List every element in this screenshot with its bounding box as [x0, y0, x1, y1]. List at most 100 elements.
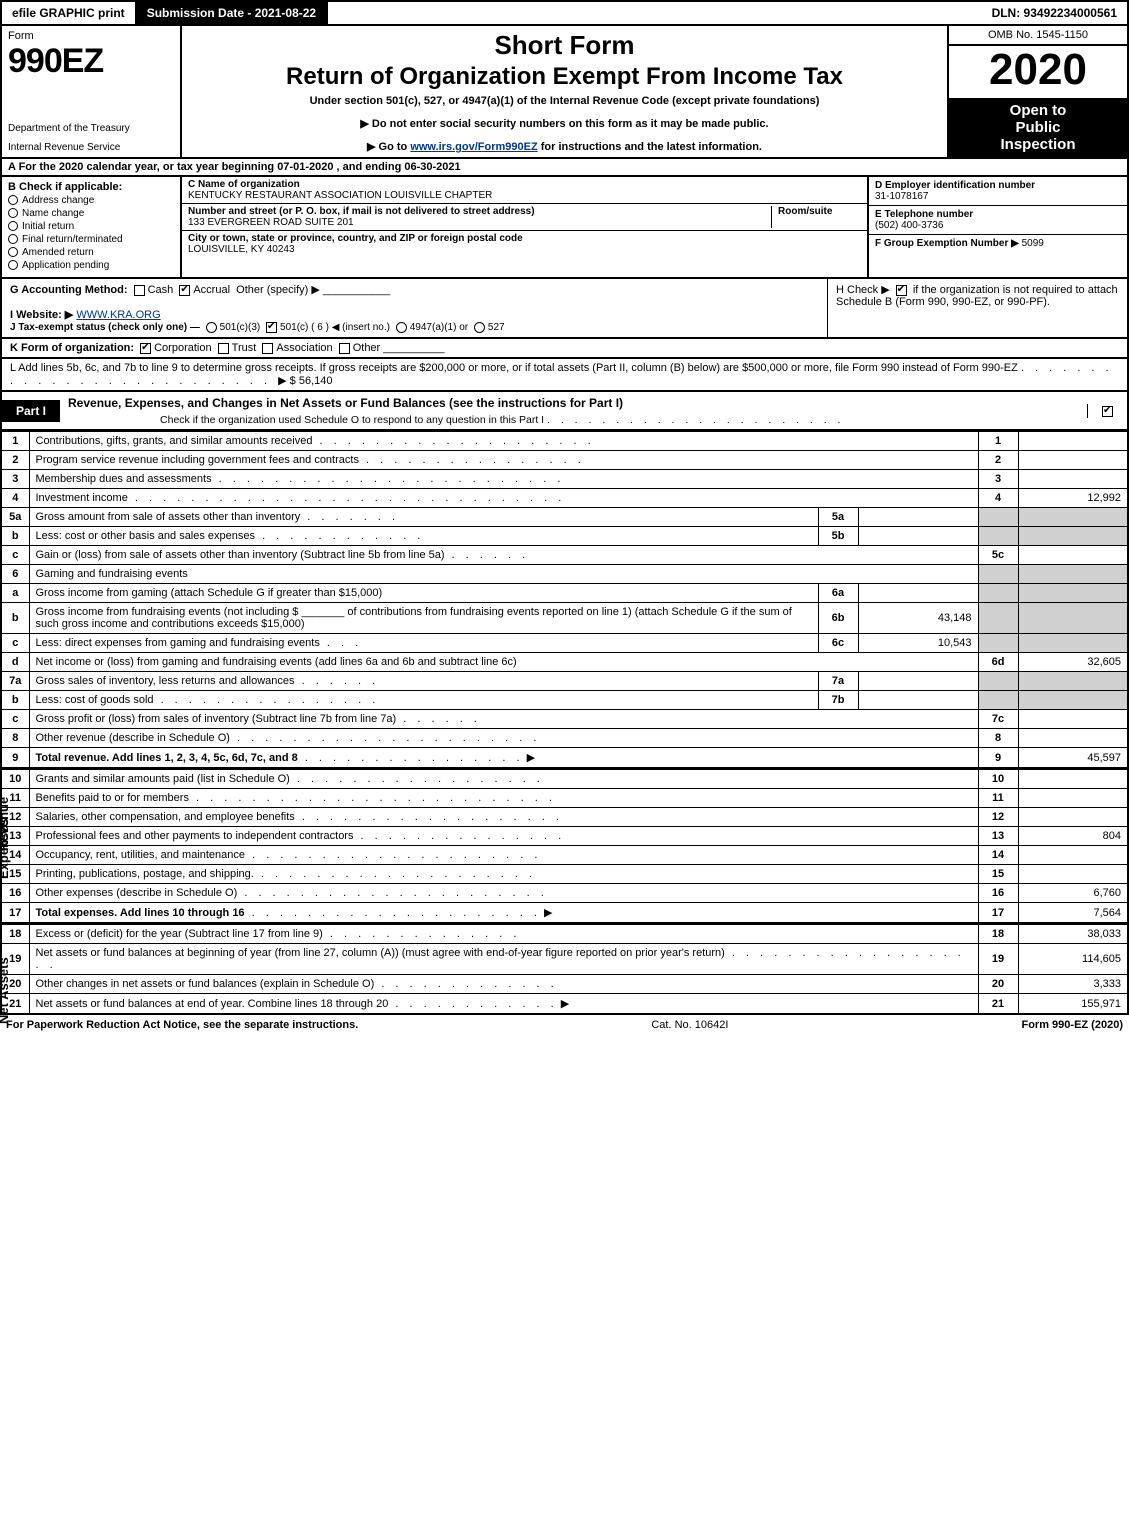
chk-527[interactable] [474, 322, 485, 333]
k-trust: Trust [232, 342, 257, 354]
table-row: 8Other revenue (describe in Schedule O) … [1, 729, 1128, 748]
j-opt1: 501(c) ( 6 ) ◀ (insert no.) [280, 322, 390, 333]
d-value: 31-1078167 [875, 191, 928, 202]
subtitle: Under section 501(c), 527, or 4947(a)(1)… [190, 95, 939, 107]
row-k: K Form of organization: Corporation Trus… [0, 339, 1129, 359]
website-link[interactable]: WWW.KRA.ORG [76, 309, 160, 321]
chk-corporation[interactable] [140, 343, 151, 354]
irs-link[interactable]: www.irs.gov/Form990EZ [410, 141, 537, 153]
dept-irs: Internal Revenue Service [8, 142, 174, 153]
open-line2: Public [949, 119, 1127, 136]
table-row: cGross profit or (loss) from sales of in… [1, 710, 1128, 729]
circle-icon [8, 247, 18, 257]
table-row: 13Professional fees and other payments t… [1, 827, 1128, 846]
expenses-section: Expenses 10Grants and similar amounts pa… [0, 769, 1129, 924]
chk-other[interactable] [339, 343, 350, 354]
block-bcdef: B Check if applicable: Address change Na… [0, 177, 1129, 279]
table-row: 10Grants and similar amounts paid (list … [1, 770, 1128, 789]
table-row: 9Total revenue. Add lines 1, 2, 3, 4, 5c… [1, 748, 1128, 769]
g-label: G Accounting Method: [10, 284, 128, 296]
dln-label: DLN: 93492234000561 [982, 2, 1127, 24]
table-row: 7aGross sales of inventory, less returns… [1, 672, 1128, 691]
chk-association[interactable] [262, 343, 273, 354]
chk-4947[interactable] [396, 322, 407, 333]
c-name-label: C Name of organization [188, 179, 300, 190]
k-other: Other [353, 342, 381, 354]
table-row: bLess: cost or other basis and sales exp… [1, 527, 1128, 546]
c-room-label: Room/suite [778, 206, 832, 217]
open-to-public-badge: Open to Public Inspection [949, 98, 1127, 157]
table-row: 21Net assets or fund balances at end of … [1, 994, 1128, 1015]
table-row: 12Salaries, other compensation, and empl… [1, 808, 1128, 827]
c-name-value: KENTUCKY RESTAURANT ASSOCIATION LOUISVIL… [188, 190, 492, 201]
f-value: 5099 [1022, 238, 1044, 249]
chk-name-change[interactable]: Name change [8, 208, 174, 219]
table-row: 20Other changes in net assets or fund ba… [1, 975, 1128, 994]
i-label: I Website: ▶ [10, 309, 73, 321]
k-label: K Form of organization: [10, 342, 134, 354]
table-row: cGain or (loss) from sale of assets othe… [1, 546, 1128, 565]
k-assoc: Association [276, 342, 332, 354]
chk-501c[interactable] [266, 322, 277, 333]
chk-h[interactable] [896, 285, 907, 296]
form-label: Form [8, 30, 174, 42]
l-value: 56,140 [299, 375, 333, 387]
chk-part1-scho[interactable] [1102, 406, 1113, 417]
efile-print-button[interactable]: efile GRAPHIC print [2, 2, 137, 24]
circle-icon [8, 260, 18, 270]
footer-left: For Paperwork Reduction Act Notice, see … [6, 1019, 358, 1031]
page-footer: For Paperwork Reduction Act Notice, see … [0, 1015, 1129, 1035]
table-row: 14Occupancy, rent, utilities, and mainte… [1, 846, 1128, 865]
header-mid: Short Form Return of Organization Exempt… [182, 26, 947, 157]
l-text: L Add lines 5b, 6c, and 7b to line 9 to … [10, 362, 1018, 374]
circle-icon [8, 221, 18, 231]
j-opt0: 501(c)(3) [220, 322, 261, 333]
chk-address-change[interactable]: Address change [8, 195, 174, 206]
chk-501c3[interactable] [206, 322, 217, 333]
spacer [328, 2, 981, 24]
table-row: 1Contributions, gifts, grants, and simil… [1, 432, 1128, 451]
chk-amended-return[interactable]: Amended return [8, 247, 174, 258]
revenue-table: 1Contributions, gifts, grants, and simil… [0, 431, 1129, 769]
warn-ssn: ▶ Do not enter social security numbers o… [190, 117, 939, 130]
k-corp: Corporation [154, 342, 211, 354]
j-label: J Tax-exempt status (check only one) — [10, 322, 200, 333]
table-row: cLess: direct expenses from gaming and f… [1, 634, 1128, 653]
chk-application-pending[interactable]: Application pending [8, 260, 174, 271]
open-line1: Open to [949, 102, 1127, 119]
section-c: C Name of organization KENTUCKY RESTAURA… [182, 177, 867, 277]
section-b-header: B Check if applicable: [8, 181, 174, 193]
e-value: (502) 400-3736 [875, 220, 943, 231]
part1-checkbox-cell [1087, 404, 1127, 418]
table-row: 4Investment income . . . . . . . . . . .… [1, 489, 1128, 508]
net-assets-section: Net Assets 18Excess or (deficit) for the… [0, 924, 1129, 1015]
revenue-section: Revenue 1Contributions, gifts, grants, a… [0, 431, 1129, 769]
h-text1: H Check ▶ [836, 284, 893, 296]
open-line3: Inspection [949, 136, 1127, 153]
chk-initial-return[interactable]: Initial return [8, 221, 174, 232]
side-label-net-assets: Net Assets [0, 957, 11, 1024]
chk-final-return[interactable]: Final return/terminated [8, 234, 174, 245]
section-b: B Check if applicable: Address change Na… [2, 177, 182, 277]
c-street-label: Number and street (or P. O. box, if mail… [188, 206, 535, 217]
section-def: D Employer identification number 31-1078… [867, 177, 1127, 277]
table-row: 5aGross amount from sale of assets other… [1, 508, 1128, 527]
chk-cash[interactable] [134, 285, 145, 296]
chk-trust[interactable] [218, 343, 229, 354]
c-city-value: LOUISVILLE, KY 40243 [188, 244, 295, 255]
g-other: Other (specify) ▶ [236, 284, 320, 296]
row-gh: G Accounting Method: Cash Accrual Other … [0, 279, 1129, 339]
footer-right: Form 990-EZ (2020) [1021, 1019, 1123, 1031]
form-number: 990EZ [8, 42, 174, 81]
warn-goto-suffix: for instructions and the latest informat… [538, 141, 762, 153]
header-right: OMB No. 1545-1150 2020 Open to Public In… [947, 26, 1127, 157]
circle-icon [8, 195, 18, 205]
part1-header: Part I Revenue, Expenses, and Changes in… [0, 392, 1129, 431]
g-cash: Cash [148, 284, 174, 296]
circle-icon [8, 234, 18, 244]
chk-accrual[interactable] [179, 285, 190, 296]
row-a-tax-year: A For the 2020 calendar year, or tax yea… [0, 159, 1129, 177]
table-row: 2Program service revenue including gover… [1, 451, 1128, 470]
net-assets-table: 18Excess or (deficit) for the year (Subt… [0, 924, 1129, 1015]
submission-date-button[interactable]: Submission Date - 2021-08-22 [137, 2, 328, 24]
